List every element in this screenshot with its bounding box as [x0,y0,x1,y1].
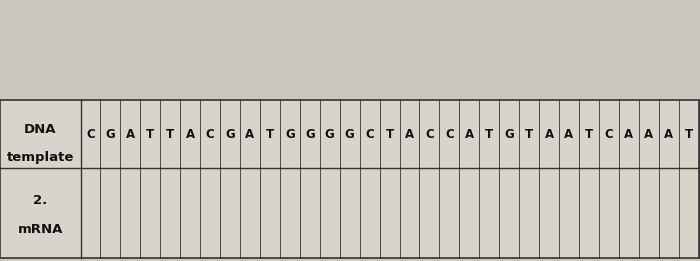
Text: A: A [186,128,195,141]
Text: template: template [6,151,74,164]
Bar [80,168,699,258]
Text: C: C [206,128,214,141]
Text: mRNA: mRNA [18,223,63,235]
Text: A: A [564,128,573,141]
Text: T: T [525,128,533,141]
Bar [0,100,699,258]
Text: G: G [305,128,315,141]
Text: C: C [605,128,613,141]
Text: 2.: 2. [33,194,48,207]
Text: G: G [345,128,354,141]
Text: A: A [405,128,414,141]
Text: T: T [146,128,154,141]
Text: T: T [485,128,494,141]
Text: A: A [624,128,634,141]
Text: A: A [465,128,474,141]
Text: T: T [685,128,693,141]
Text: G: G [106,128,116,141]
Text: C: C [445,128,454,141]
Text: C: C [365,128,374,141]
Text: G: G [504,128,514,141]
Text: G: G [285,128,295,141]
Text: A: A [246,128,255,141]
Text: C: C [425,128,434,141]
Text: G: G [225,128,235,141]
Text: T: T [266,128,274,141]
Text: DNA: DNA [24,123,57,136]
Text: A: A [126,128,135,141]
Text: T: T [585,128,593,141]
Text: T: T [166,128,174,141]
Text: A: A [644,128,653,141]
Text: G: G [325,128,335,141]
Bar [80,100,699,168]
Text: A: A [664,128,673,141]
Text: A: A [545,128,554,141]
Text: C: C [86,128,94,141]
Bar [0,100,80,258]
Text: T: T [386,128,393,141]
